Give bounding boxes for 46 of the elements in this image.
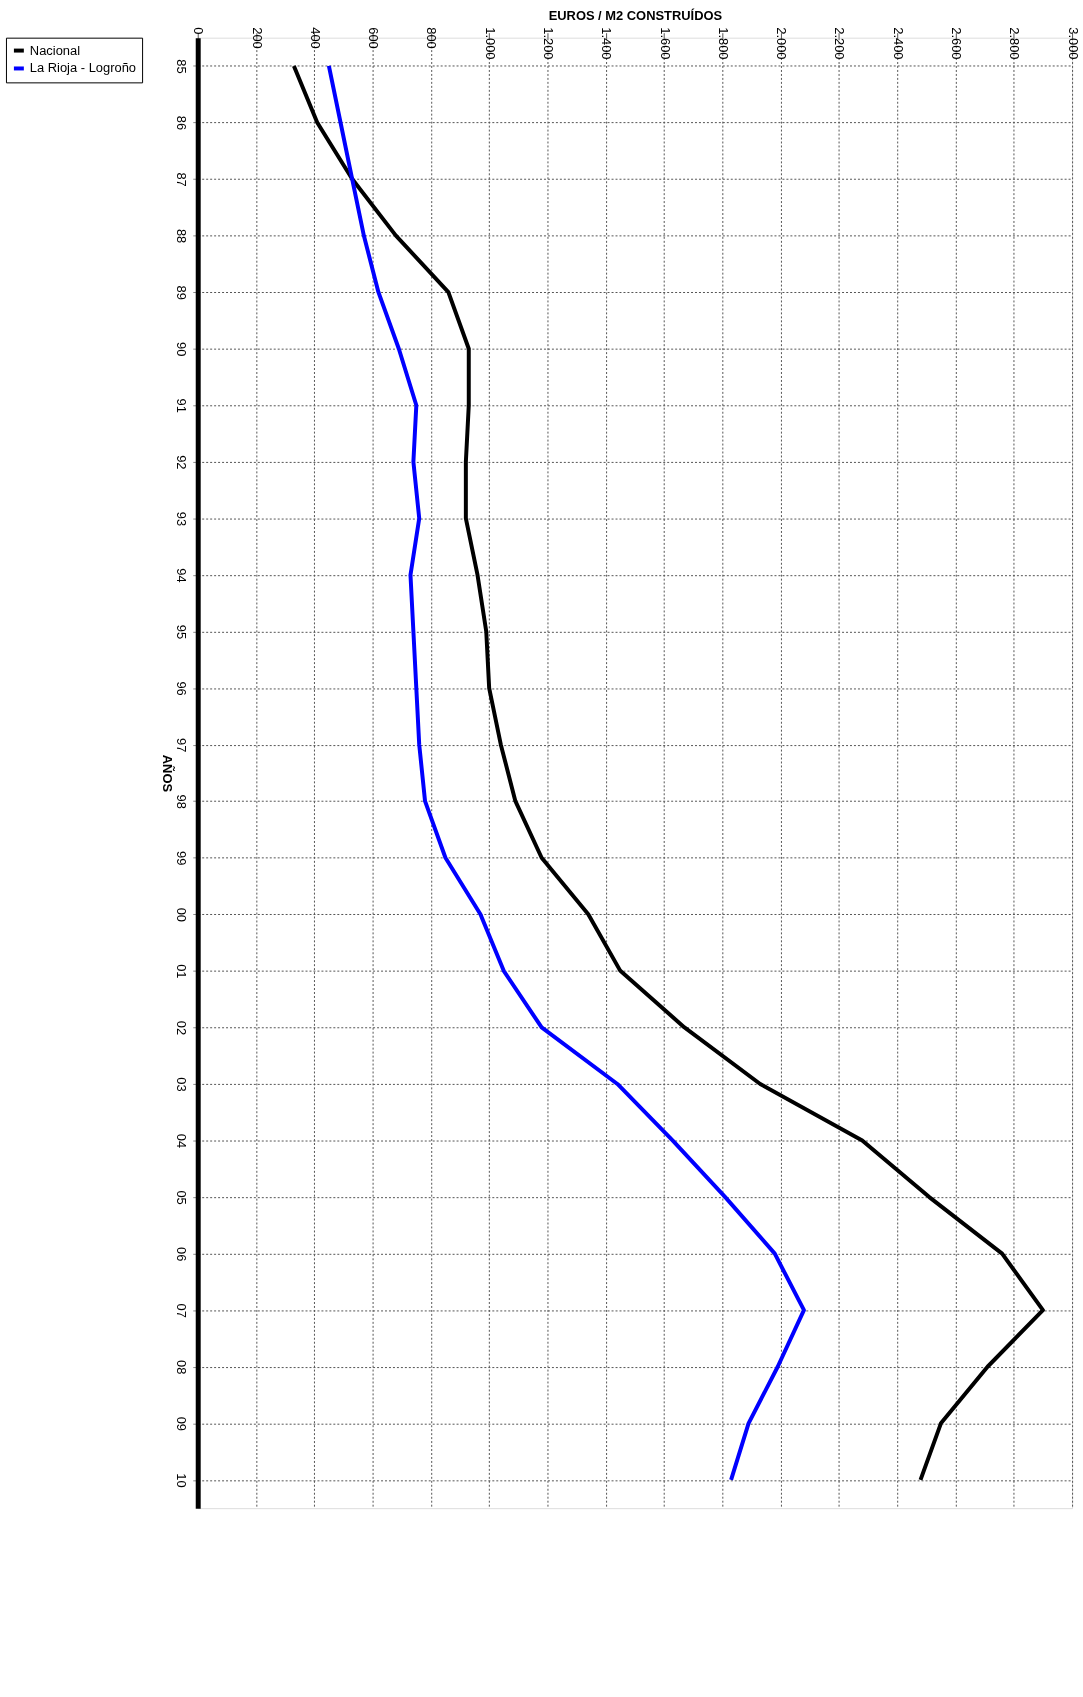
x-tick-label: 2.400 [890, 27, 906, 60]
y-tick-label: 90 [174, 342, 190, 357]
y-tick-label: 94 [174, 568, 190, 583]
y-tick-label: 06 [174, 1246, 190, 1262]
x-tick-label: 1.400 [599, 27, 615, 60]
y-tick-label: 10 [174, 1473, 190, 1488]
y-tick-label: 95 [174, 624, 190, 640]
x-tick-label: 0 [191, 27, 207, 35]
y-tick-label: 85 [174, 59, 190, 74]
legend-label: Nacional [29, 42, 81, 58]
y-tick-label: 89 [174, 285, 190, 300]
y-tick-label: 97 [174, 737, 190, 753]
x-tick-label: 1.600 [657, 27, 673, 60]
x-tick-label: 600 [366, 27, 382, 49]
y-tick-label: 05 [174, 1190, 190, 1205]
x-tick-label: 2.200 [832, 27, 848, 60]
y-tick-label: 07 [174, 1303, 190, 1318]
x-tick-label: 2.600 [949, 27, 965, 60]
y-axis-title: AÑOS [160, 754, 176, 793]
x-tick-label: 800 [424, 27, 440, 49]
x-tick-label: 2.800 [1007, 27, 1023, 60]
y-tick-label: 93 [174, 511, 190, 527]
legend-label: La Rioja - Logroño [29, 60, 136, 76]
x-tick-label: 400 [307, 27, 323, 49]
y-tick-label: 99 [174, 851, 190, 866]
y-tick-label: 96 [174, 681, 190, 696]
x-axis-title: EUROS / M2 CONSTRUÍDOS [548, 8, 723, 24]
y-tick-label: 09 [174, 1416, 190, 1431]
y-tick-label: 08 [174, 1360, 190, 1375]
x-tick-label: 2.000 [774, 27, 790, 60]
y-tick-label: 87 [174, 172, 190, 187]
y-tick-label: 02 [174, 1020, 190, 1036]
y-tick-label: 91 [174, 398, 190, 413]
y-tick-label: 00 [174, 907, 190, 922]
y-tick-label: 01 [174, 964, 190, 979]
y-tick-label: 88 [174, 228, 190, 244]
y-tick-label: 86 [174, 115, 190, 131]
y-tick-label: 04 [174, 1133, 190, 1149]
y-tick-label: 98 [174, 794, 190, 809]
y-tick-label: 03 [174, 1077, 190, 1092]
y-tick-label: 92 [174, 455, 190, 470]
x-tick-label: 1.200 [540, 27, 556, 60]
x-tick-label: 200 [249, 27, 265, 49]
x-tick-label: 3.000 [1065, 27, 1081, 60]
x-tick-label: 1.800 [715, 27, 731, 60]
x-tick-label: 1.000 [482, 27, 498, 60]
